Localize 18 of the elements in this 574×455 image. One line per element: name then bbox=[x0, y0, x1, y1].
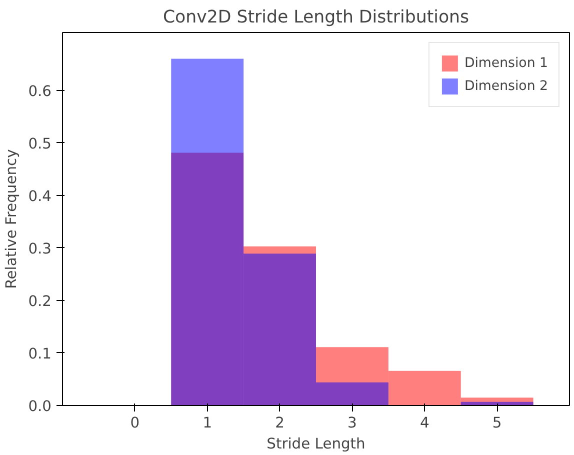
y-tick-label: 0.5 bbox=[28, 135, 52, 152]
y-tick-label: 0.3 bbox=[28, 240, 52, 258]
x-tick-label: 2 bbox=[275, 414, 284, 432]
x-axis-title: Stride Length bbox=[266, 436, 366, 452]
x-tick-label: 3 bbox=[348, 414, 357, 432]
y-axis-title: Relative Frequency bbox=[3, 148, 20, 289]
x-tick-label: 0 bbox=[130, 414, 140, 432]
legend-label: Dimension 2 bbox=[464, 78, 548, 94]
x-tick-label: 4 bbox=[420, 414, 430, 432]
y-tick-label: 0.6 bbox=[28, 82, 52, 100]
y-tick-label: 0.1 bbox=[28, 345, 52, 362]
legend-label: Dimension 1 bbox=[464, 56, 548, 70]
chart-title: Conv2D Stride Length Distributions bbox=[162, 8, 470, 28]
y-tick-label: 0.0 bbox=[28, 398, 52, 415]
x-tick-label: 1 bbox=[202, 414, 212, 432]
y-tick-label: 0.2 bbox=[28, 292, 52, 310]
y-tick-label: 0.4 bbox=[28, 188, 52, 205]
x-tick-label: 5 bbox=[492, 414, 502, 432]
